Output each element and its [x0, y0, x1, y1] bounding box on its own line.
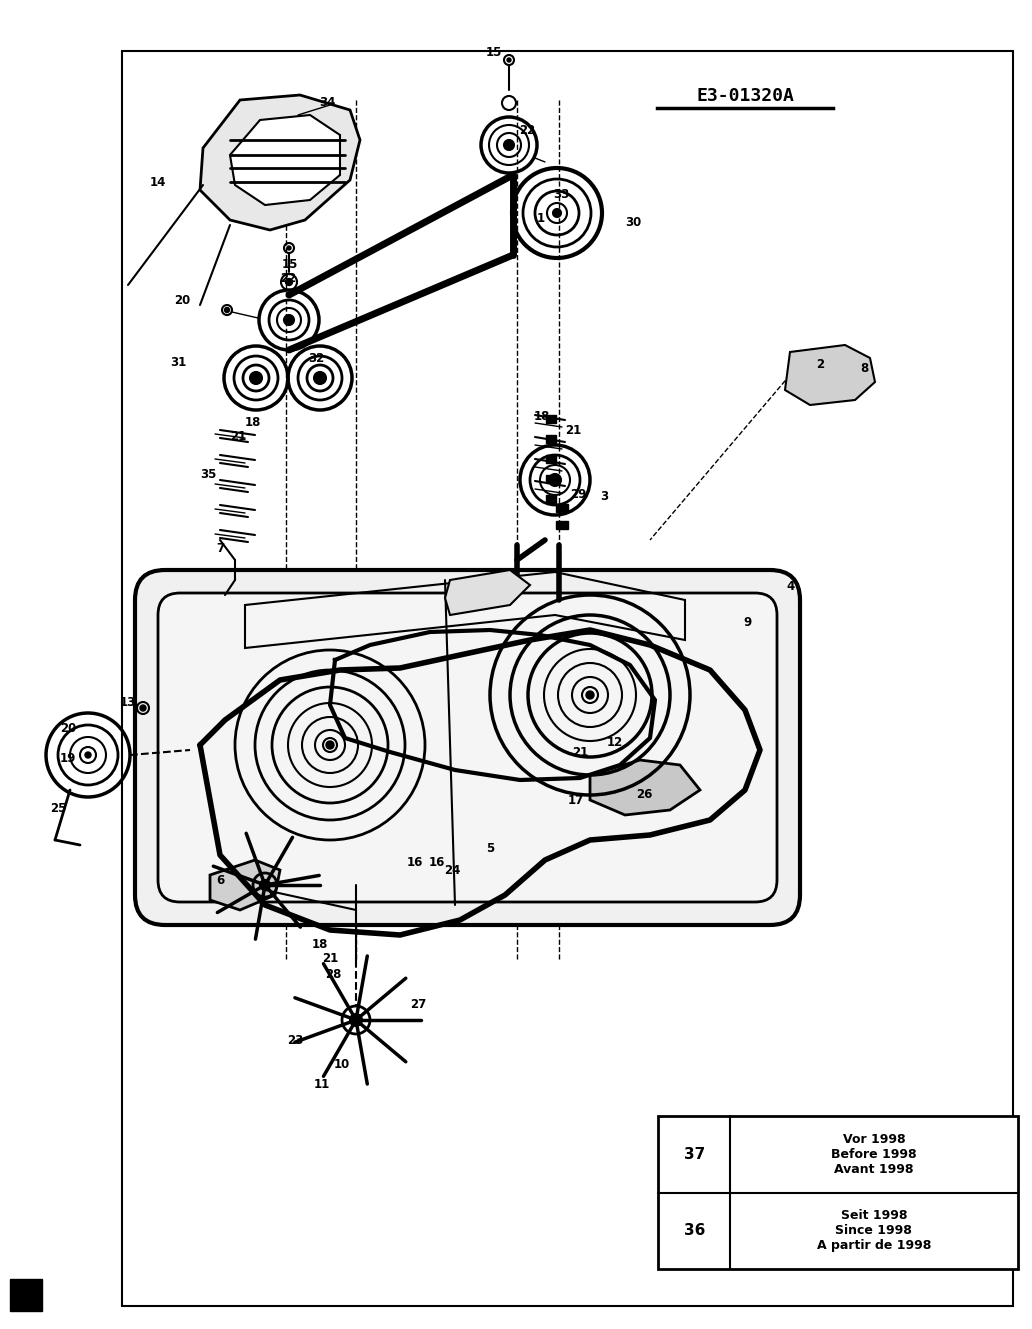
Text: 21: 21 — [230, 431, 246, 444]
Text: 12: 12 — [607, 735, 623, 748]
Text: 27: 27 — [410, 998, 426, 1011]
Text: 8: 8 — [860, 361, 868, 375]
Bar — [546, 435, 556, 443]
Text: 35: 35 — [200, 469, 216, 481]
Text: 34: 34 — [319, 97, 335, 109]
Circle shape — [286, 279, 292, 286]
Text: 16: 16 — [407, 856, 423, 868]
Text: 7: 7 — [216, 541, 224, 554]
Text: 19: 19 — [60, 751, 76, 764]
Polygon shape — [200, 94, 360, 230]
Text: E3-01320A: E3-01320A — [697, 86, 794, 105]
Text: 26: 26 — [636, 788, 652, 800]
Text: Vor 1998
Before 1998
Avant 1998: Vor 1998 Before 1998 Avant 1998 — [831, 1134, 916, 1176]
Circle shape — [507, 58, 511, 62]
Polygon shape — [209, 860, 280, 910]
Text: 33: 33 — [553, 189, 569, 202]
Text: 17: 17 — [568, 793, 584, 807]
Text: 3: 3 — [600, 490, 608, 504]
Bar — [122, 51, 1013, 1306]
Text: 18: 18 — [534, 409, 550, 423]
Text: 5: 5 — [486, 841, 494, 855]
Text: 36: 36 — [683, 1224, 705, 1239]
Text: 20: 20 — [173, 294, 190, 307]
Bar — [546, 415, 556, 423]
Circle shape — [140, 704, 146, 711]
Circle shape — [287, 246, 291, 250]
Circle shape — [586, 691, 594, 699]
Text: 14: 14 — [150, 175, 166, 189]
Text: 6: 6 — [216, 873, 224, 886]
Polygon shape — [590, 760, 700, 815]
Circle shape — [85, 752, 91, 758]
Bar — [556, 504, 568, 512]
Text: 15: 15 — [486, 45, 503, 58]
Text: 28: 28 — [325, 969, 342, 982]
Bar — [556, 521, 568, 529]
Circle shape — [284, 315, 294, 326]
Text: 32: 32 — [308, 351, 324, 364]
Text: 9: 9 — [744, 617, 752, 630]
Polygon shape — [445, 570, 530, 615]
Text: 23: 23 — [287, 1034, 303, 1046]
Text: 16: 16 — [429, 856, 445, 868]
Text: 21: 21 — [572, 746, 588, 759]
Text: 24: 24 — [444, 864, 460, 877]
Text: 37: 37 — [684, 1147, 705, 1162]
Polygon shape — [230, 116, 340, 205]
Polygon shape — [785, 346, 875, 405]
Text: 2: 2 — [816, 359, 825, 372]
Bar — [546, 494, 556, 502]
Text: 31: 31 — [170, 355, 186, 368]
Circle shape — [314, 372, 326, 384]
FancyBboxPatch shape — [158, 593, 777, 902]
Text: 22: 22 — [280, 271, 296, 284]
Circle shape — [553, 209, 561, 217]
Text: 11: 11 — [314, 1079, 330, 1091]
Text: 25: 25 — [50, 801, 66, 815]
Text: 10: 10 — [334, 1058, 350, 1071]
Circle shape — [250, 372, 262, 384]
Bar — [10, 1278, 42, 1310]
Text: 30: 30 — [624, 215, 641, 229]
Text: 4: 4 — [786, 581, 795, 594]
Text: 29: 29 — [570, 489, 586, 501]
Circle shape — [504, 140, 514, 150]
Circle shape — [326, 742, 334, 750]
Circle shape — [350, 1014, 362, 1026]
Circle shape — [549, 474, 561, 486]
FancyBboxPatch shape — [135, 570, 800, 925]
Text: 18: 18 — [245, 416, 261, 428]
Text: 20: 20 — [60, 722, 76, 735]
Text: 18: 18 — [312, 938, 328, 952]
Text: 22: 22 — [519, 124, 536, 137]
Bar — [546, 474, 556, 482]
Bar — [546, 455, 556, 462]
Text: 15: 15 — [282, 259, 298, 271]
Text: 21: 21 — [322, 952, 338, 965]
Bar — [658, 1116, 1018, 1269]
Text: 13: 13 — [120, 696, 136, 710]
Text: 21: 21 — [565, 424, 581, 436]
Circle shape — [260, 880, 270, 890]
Text: 1: 1 — [537, 211, 545, 225]
Text: Seit 1998
Since 1998
A partir de 1998: Seit 1998 Since 1998 A partir de 1998 — [816, 1209, 931, 1252]
Circle shape — [225, 307, 229, 312]
